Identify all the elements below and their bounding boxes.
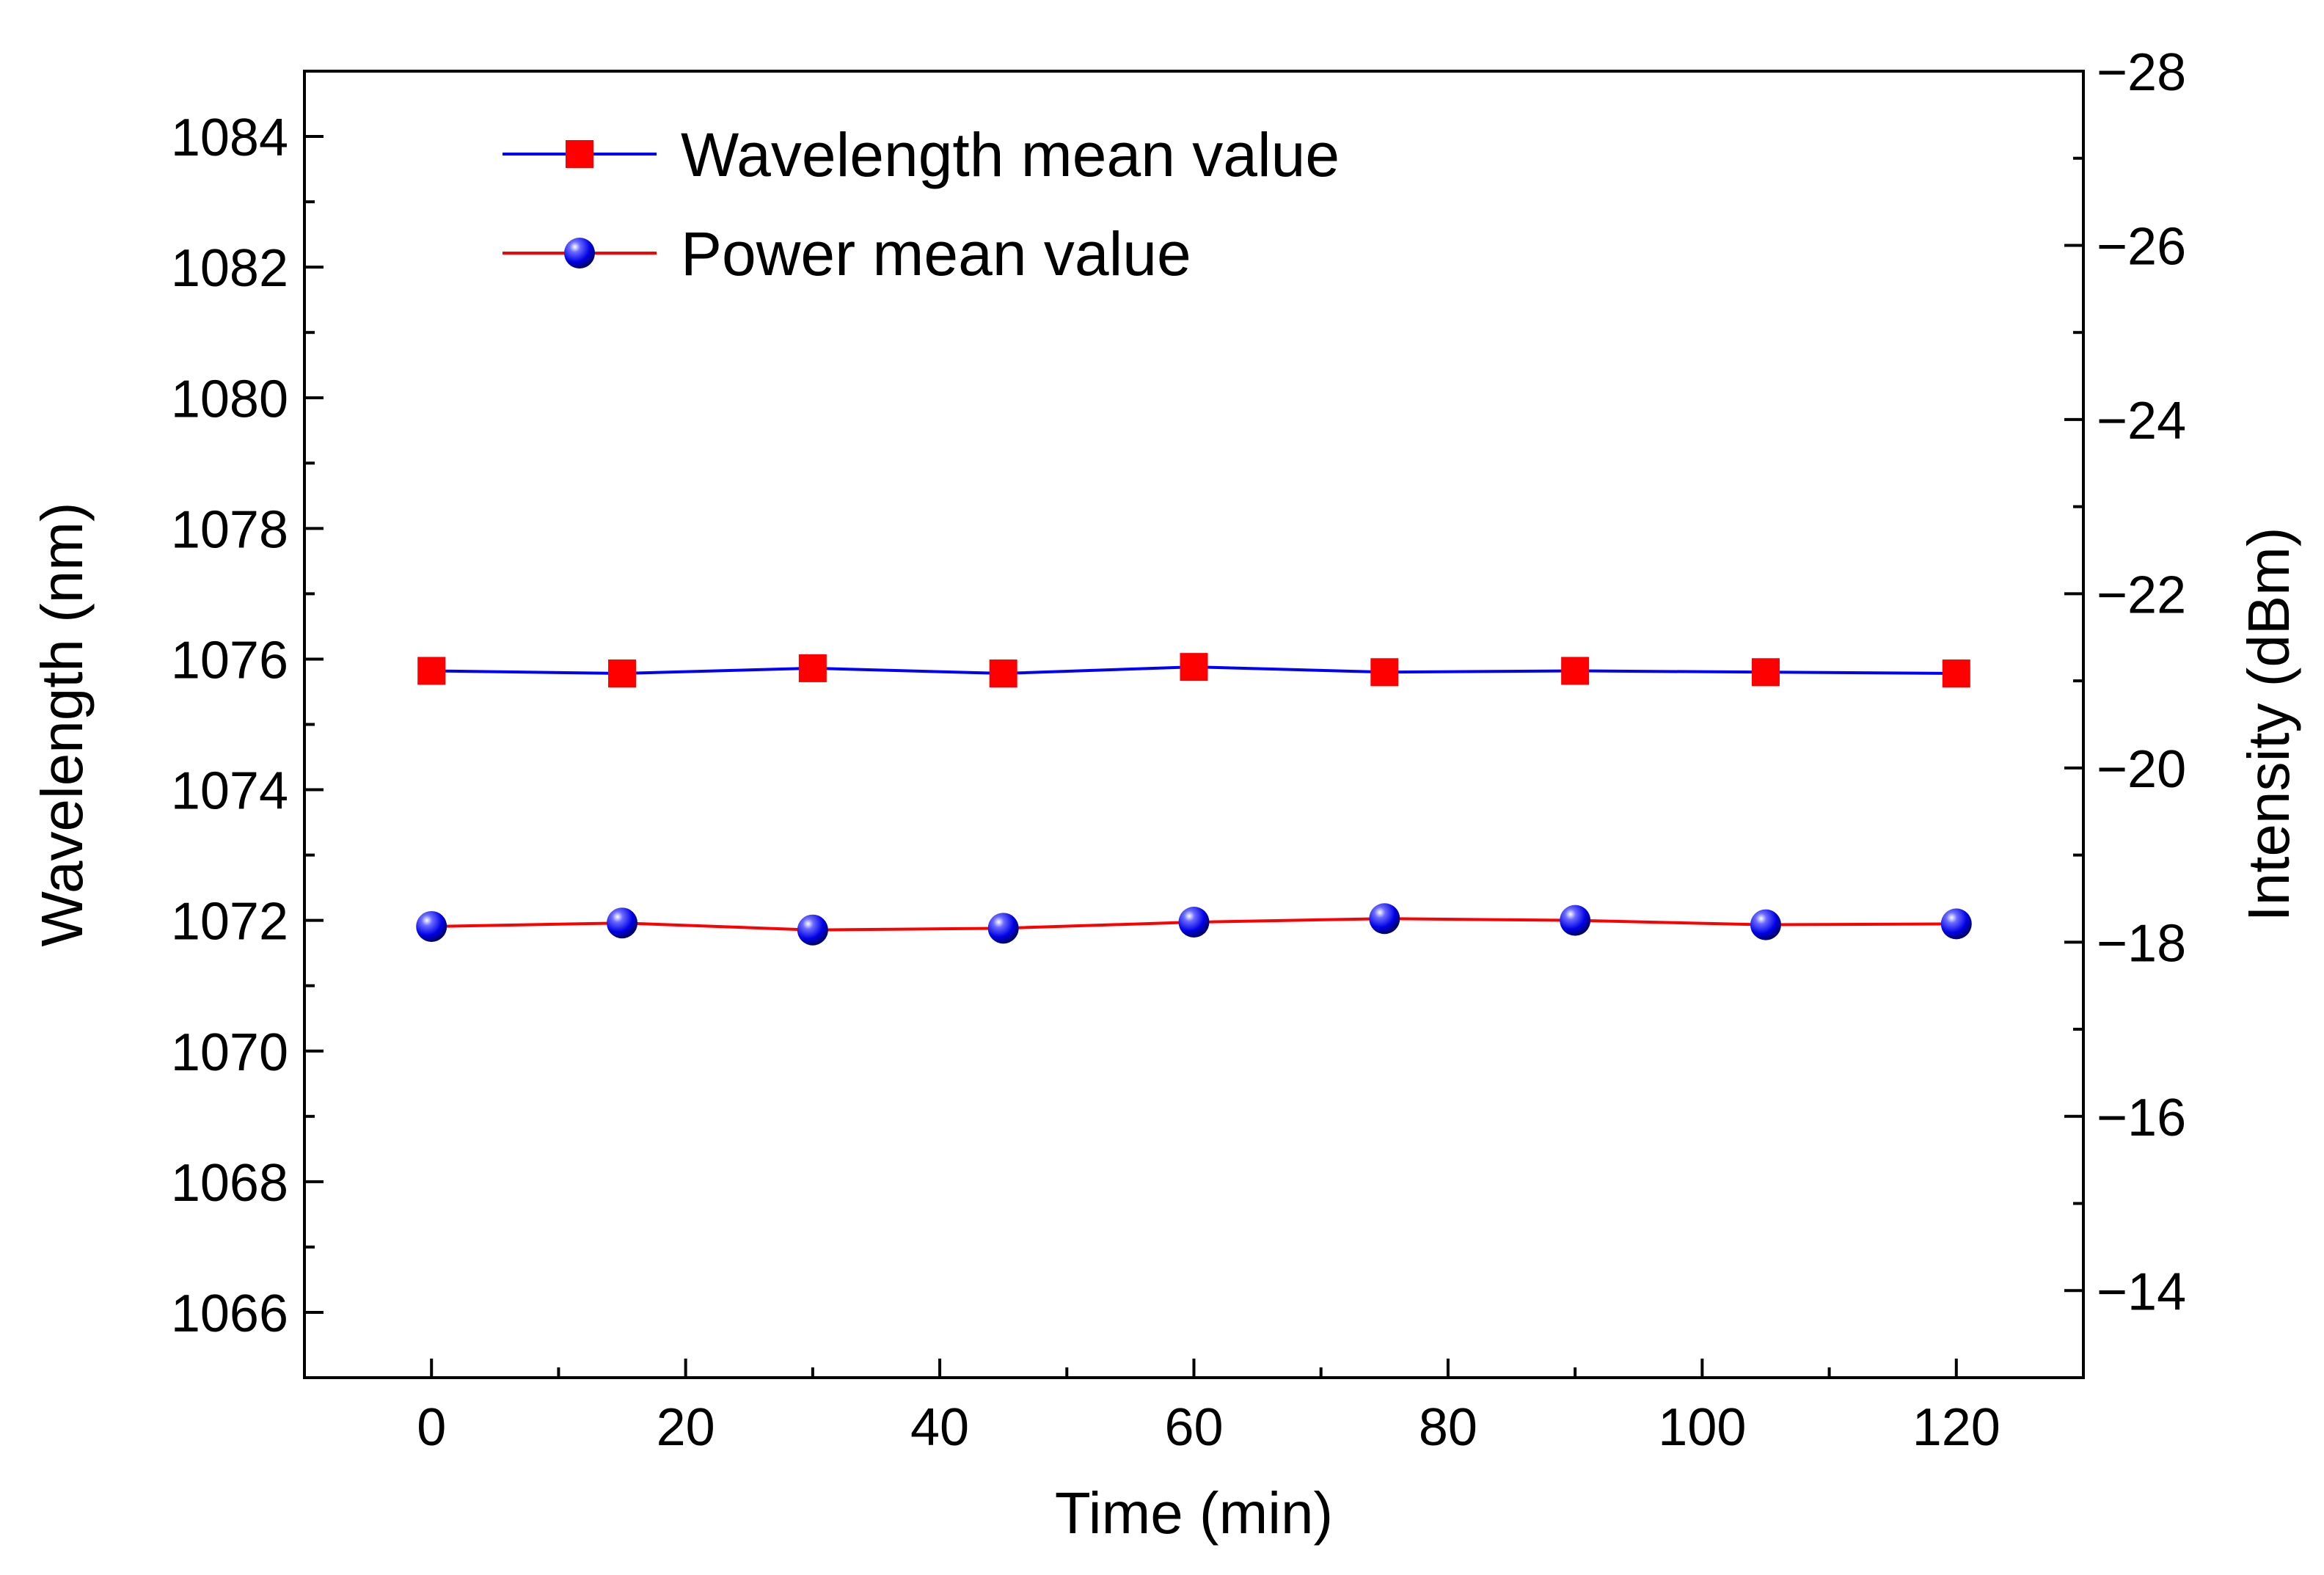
x-tick-label: 80	[1419, 1398, 1477, 1457]
series-layer	[416, 653, 1972, 946]
data-point	[987, 913, 1019, 944]
legend-marker	[564, 238, 595, 268]
y2-tick-label: −20	[2097, 740, 2186, 799]
data-point	[1369, 903, 1400, 935]
data-point	[1561, 657, 1590, 685]
data-point	[607, 907, 638, 939]
y2-axis-ticks: −14 −16 −18 −20 −22 −24 −26 −28	[2064, 43, 2186, 1379]
data-point	[989, 659, 1017, 688]
x-tick-label: 40	[910, 1398, 969, 1457]
data-point	[1178, 907, 1210, 938]
x-tick-label: 20	[657, 1398, 715, 1457]
data-point	[1370, 658, 1399, 687]
data-point	[1940, 908, 1972, 940]
y2-tick-label: −24	[2097, 392, 2186, 450]
y-tick-label: 1084	[171, 109, 288, 167]
y2-tick-label: −14	[2097, 1262, 2186, 1321]
x-tick-label: 100	[1658, 1398, 1746, 1457]
data-point	[1750, 909, 1781, 940]
y-tick-label: 1076	[171, 631, 288, 690]
y2-tick-label: −22	[2097, 566, 2186, 624]
y-tick-label: 1066	[171, 1285, 288, 1343]
x-tick-label: 120	[1912, 1398, 2000, 1457]
legend-item: Power mean value	[503, 219, 1191, 288]
data-point	[608, 659, 637, 688]
y-tick-label: 1070	[171, 1023, 288, 1082]
y-axis-title: Wavelength (nm)	[29, 502, 95, 946]
legend: Wavelength mean value Power mean value	[503, 120, 1340, 288]
data-point	[797, 914, 828, 946]
data-point	[416, 910, 447, 942]
y2-tick-label: −28	[2097, 43, 2186, 102]
legend-label: Wavelength mean value	[681, 120, 1340, 189]
y-tick-label: 1074	[171, 762, 288, 821]
y2-tick-label: −26	[2097, 217, 2186, 276]
data-point	[798, 654, 827, 682]
y-axis-ticks: 1066 1068 1070 1072 1074 1076 1078 1080 1082 1084	[171, 70, 324, 1379]
series-1	[417, 653, 1970, 688]
y-tick-label: 1078	[171, 500, 288, 559]
x-axis-title: Time (min)	[1055, 1480, 1333, 1546]
x-axis-ticks: 0 20 40 60 80 100 120	[417, 1359, 2000, 1457]
y2-tick-label: −18	[2097, 914, 2186, 973]
plot-frame	[303, 70, 2085, 1379]
y-tick-label: 1082	[171, 239, 288, 298]
y2-axis-title: Intensity (dBm)	[2236, 527, 2301, 922]
y2-tick-label: −16	[2097, 1089, 2186, 1147]
y-tick-label: 1072	[171, 893, 288, 951]
legend-marker	[566, 140, 593, 168]
legend-label: Power mean value	[681, 219, 1191, 288]
data-point	[1942, 659, 1970, 688]
x-tick-label: 0	[417, 1398, 446, 1457]
legend-item: Wavelength mean value	[503, 120, 1340, 189]
data-point	[417, 657, 446, 685]
x-tick-label: 60	[1164, 1398, 1223, 1457]
data-point	[1560, 905, 1591, 936]
data-point	[1751, 658, 1780, 687]
data-point	[1180, 653, 1208, 681]
y-tick-label: 1080	[171, 370, 288, 428]
y-tick-label: 1068	[171, 1154, 288, 1213]
series-2	[416, 903, 1972, 946]
